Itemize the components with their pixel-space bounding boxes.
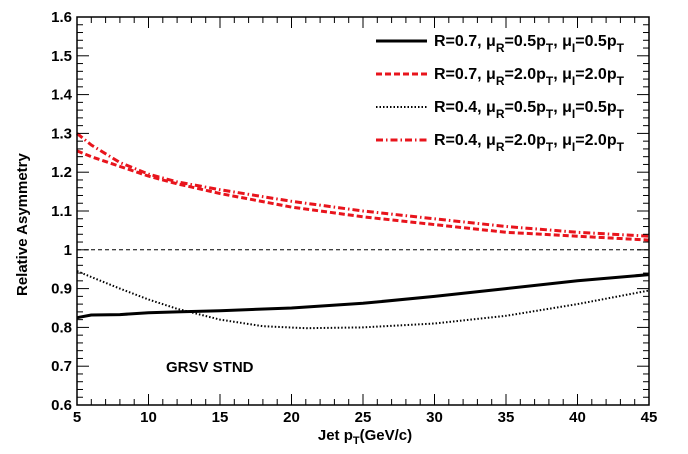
series-lines xyxy=(76,132,650,330)
x-tick-label: 45 xyxy=(641,409,658,426)
y-tick-label: 0.6 xyxy=(51,397,72,414)
x-tick-label: 10 xyxy=(140,409,157,426)
legend: R=0.7, μR=0.5pT, μI=0.5pT R=0.7, μR=2.0pT… xyxy=(376,33,625,154)
x-tick-label: 30 xyxy=(426,409,443,426)
x-axis-title: Jet pT(GeV/c) xyxy=(318,427,412,447)
x-tick-label: 25 xyxy=(355,409,372,426)
y-tick-label: 0.7 xyxy=(51,358,72,375)
series-line-3 xyxy=(76,270,650,330)
y-axis-title: Relative Asymmetry xyxy=(14,152,31,296)
x-tick-label: 5 xyxy=(73,409,81,426)
y-tick-label: 1.3 xyxy=(51,125,72,142)
y-tick-label: 1.4 xyxy=(51,87,73,104)
y-tick-label: 0.8 xyxy=(51,319,72,336)
legend-label-1: R=0.7, μR=0.5pT, μI=0.5pT xyxy=(434,33,625,55)
y-tick-label: 1.1 xyxy=(51,203,72,220)
y-tick-label: 1 xyxy=(64,242,72,259)
x-tick-label: 15 xyxy=(212,409,229,426)
legend-label-2: R=0.7, μR=2.0pT, μI=2.0pT xyxy=(434,66,625,88)
axis-tick-labels: 5 10 15 20 25 30 35 40 45 0.6 0.7 0.8 0.9 1 1.1 1.2 1.3 1… xyxy=(51,9,657,426)
series-line-1 xyxy=(76,273,650,320)
x-tick-label: 20 xyxy=(283,409,300,426)
series-line-4 xyxy=(76,132,650,238)
y-tick-label: 1.5 xyxy=(51,48,72,65)
axis-ticks xyxy=(76,16,650,406)
y-tick-label: 1.2 xyxy=(51,164,72,181)
series-line-2 xyxy=(76,149,650,242)
annotation-label: GRSV STND xyxy=(166,359,254,376)
x-tick-label: 35 xyxy=(498,409,515,426)
x-tick-label: 40 xyxy=(569,409,586,426)
y-tick-label: 1.6 xyxy=(51,9,72,26)
y-tick-label: 0.9 xyxy=(51,281,72,298)
legend-label-4: R=0.4, μR=2.0pT, μI=2.0pT xyxy=(434,132,625,154)
legend-label-3: R=0.4, μR=0.5pT, μI=0.5pT xyxy=(434,99,625,121)
